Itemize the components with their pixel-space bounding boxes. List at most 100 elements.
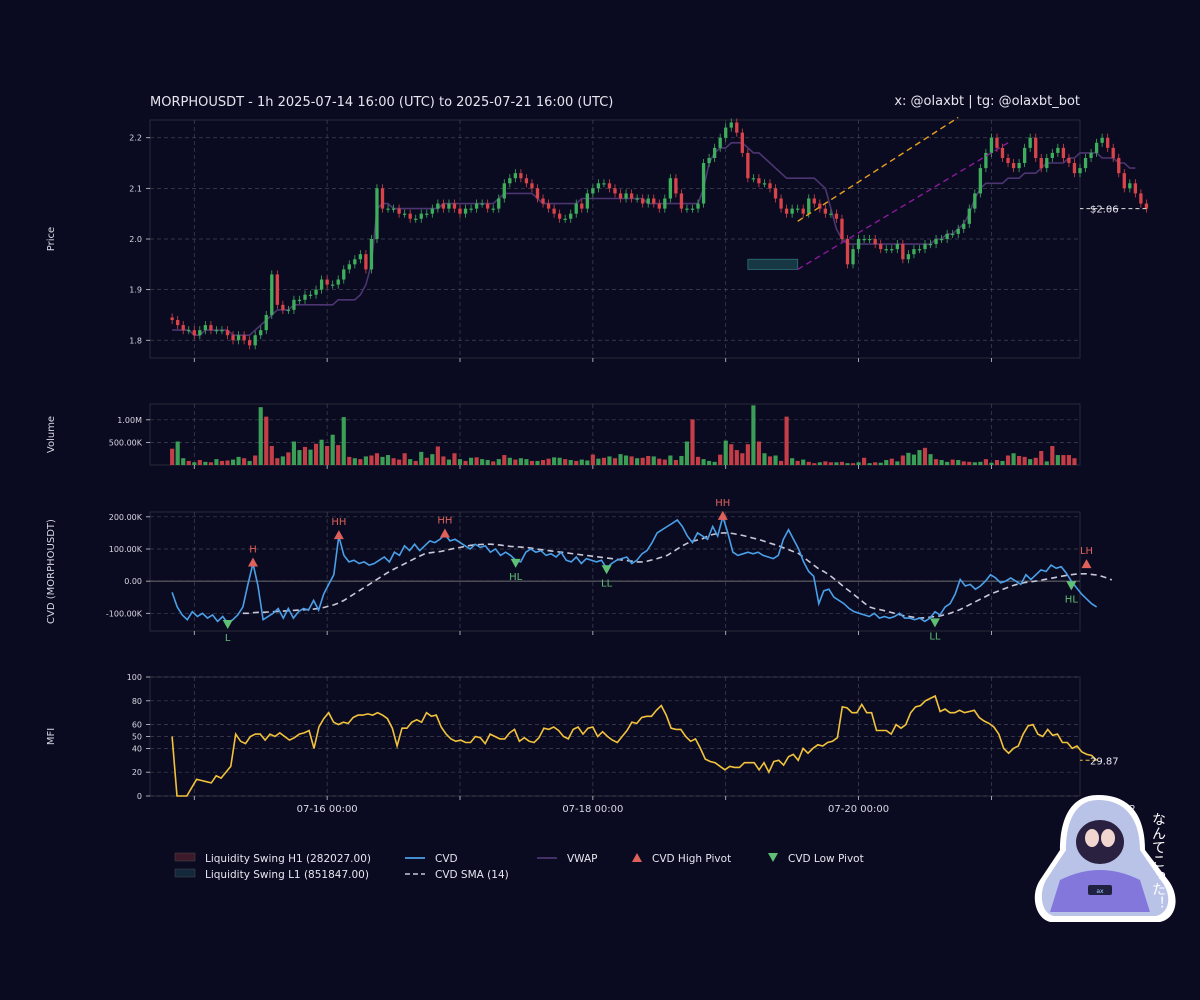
candle-body [807,198,811,214]
volume-bar [369,455,374,465]
y-tick-label: 100.00K [109,545,143,554]
volume-bar [435,446,440,465]
volume-bar [839,461,845,465]
pivot-label: L [225,633,231,644]
candle-body [447,203,451,209]
candle-body [596,183,601,189]
volume-bar [491,461,496,465]
candle-body [873,239,877,245]
volume-bar [402,453,407,465]
candle-body [580,203,584,209]
trendline-upper [797,116,959,222]
candle-body [735,122,739,133]
volume-bar [175,441,180,465]
candle-body [181,325,185,331]
candle-body [402,213,407,215]
volume-bar [192,462,197,465]
volume-bar [557,457,562,465]
cvd-panel: -100.00K 0.00 100.00K 200.00K CVD (MORPHOUSD… [46,498,1113,644]
candle-body [989,137,994,153]
candle-body [718,137,722,148]
candle-body [801,208,805,214]
credit-text: x: @olaxbt | tg: @olaxbt_bot [894,94,1080,109]
legend-item: CVD [405,853,458,865]
candle-body [569,213,573,219]
candle-body [912,249,916,255]
candle-body [391,208,396,210]
legend-label: Liquidity Swing H1 (282027.00) [205,853,371,865]
y-axis-label: Price [46,227,57,251]
volume-bar [529,460,535,465]
candle-body [768,183,772,189]
mascot-sticker: ax なんてこった！ [1034,795,1176,922]
candle-body [862,239,866,241]
pivot-low-marker [222,619,233,629]
candle-body [336,279,340,285]
candle-body [674,178,678,194]
candle-body [762,183,767,185]
candle-body [513,173,518,179]
candle-body [358,254,363,260]
x-tick-label: 07-16 00:00 [297,804,358,815]
volume-bar [978,461,983,465]
candle-body [1022,147,1027,164]
volume-bar [956,460,961,465]
volume-bar [762,453,767,465]
candle-body [303,294,307,300]
volume-bar [170,448,175,465]
volume-bar [695,456,701,465]
volume-bar [884,460,889,465]
volume-bar [236,456,241,465]
y-tick-label: 2.2 [129,134,142,143]
volume-bar [225,460,230,465]
volume-bar [496,459,501,465]
candle-body [1144,203,1149,209]
volume-bar [657,458,662,465]
volume-bar [258,407,263,465]
pivot-low-marker [929,618,940,628]
candle-body [353,259,357,265]
candle-body [917,249,922,251]
candle-body [1117,157,1121,174]
trendline-lower [797,142,1009,270]
candle-body [867,239,872,241]
volume-bar [585,460,590,465]
pivot-high-marker [1081,559,1092,569]
volume-bar [607,456,612,465]
volume-bar [446,459,452,465]
candle-body [1106,137,1110,148]
volume-bar [933,459,939,465]
volume-bar [707,460,712,465]
volume-bar [740,453,745,465]
volume-bar [640,457,645,465]
candle-body [591,188,595,194]
candle-body [939,239,944,241]
legend-label: CVD Low Pivot [788,853,864,865]
candle-body [414,218,418,220]
volume-bar [397,459,402,465]
volume-bar [574,460,579,465]
candle-body [856,239,861,250]
legend-item: CVD SMA (14) [405,869,509,881]
volume-bar [280,456,285,465]
volume-bar [507,457,512,465]
candle-body [474,203,479,209]
candle-body [220,330,224,332]
candle-body [408,213,412,219]
volume-bar [911,454,917,465]
volume-bar [994,460,1000,465]
candle-body [1122,173,1126,189]
volume-bar [1022,456,1027,465]
volume-bar [413,460,418,465]
candle-body [530,183,534,189]
y-tick-label: 200.00K [109,513,143,522]
candle-body [796,208,800,210]
volume-bar [302,446,308,465]
legend-swatch [174,852,196,862]
volume-bar [563,459,568,465]
volume-bar [203,461,208,465]
pivot-label: HL [509,572,523,583]
candle-body [635,198,639,200]
volume-bar [945,461,950,465]
volume-bar [917,450,922,465]
